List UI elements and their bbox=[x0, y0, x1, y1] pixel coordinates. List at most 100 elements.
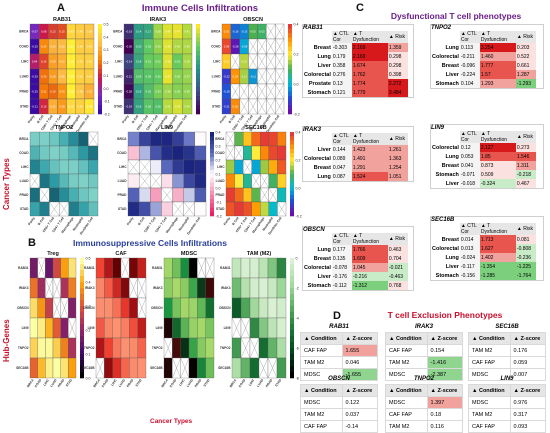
heatmap-cell bbox=[112, 337, 122, 359]
row-label: RAB31 bbox=[84, 266, 95, 270]
table-row: Stomach 0.121 1.779 3.484 bbox=[303, 88, 408, 97]
heatmap-cell bbox=[60, 317, 69, 339]
value-cell: 1.045 bbox=[351, 263, 388, 272]
column-header[interactable]: ▲ Z-score bbox=[509, 384, 547, 397]
cell-value: 0.41 bbox=[165, 105, 171, 109]
colorbar-segment bbox=[196, 64, 200, 70]
heatmap-cell bbox=[268, 131, 278, 147]
value-cell: 1.762 bbox=[351, 70, 388, 79]
column-header[interactable]: ▲ Z-score bbox=[509, 332, 547, 345]
heatmap-cell bbox=[163, 277, 173, 299]
column-header[interactable]: ▲ CTL Cor bbox=[331, 31, 352, 43]
column-header[interactable]: ▲ Risk bbox=[387, 31, 408, 43]
heatmap-cell bbox=[129, 357, 138, 379]
heatmap-cell bbox=[183, 159, 196, 175]
value-cell: -0.156 bbox=[459, 271, 480, 280]
colorbar-segment bbox=[290, 140, 294, 145]
column-header[interactable]: ▲ Risk bbox=[515, 223, 536, 235]
column-header[interactable] bbox=[303, 31, 332, 43]
heatmap-cell bbox=[95, 337, 105, 359]
cell-value: 0.38 bbox=[165, 90, 171, 94]
cell-value: 0.15 bbox=[136, 90, 142, 94]
cell-value: -0.25 bbox=[31, 90, 38, 94]
table-row: Stomach 0.104 1.293 -1.293 bbox=[431, 79, 536, 88]
colorbar-segment bbox=[288, 105, 292, 110]
heatmap-title: Treg bbox=[47, 251, 59, 257]
heatmap-cell bbox=[29, 337, 38, 359]
empty-cell-cross bbox=[257, 38, 267, 55]
heatmap-treg: Treg RAB31 IRAK3 OBSCN LIN9 TNPO2 SEC16B BRCA CO… bbox=[16, 251, 90, 388]
value-cell: 0.768 bbox=[387, 281, 408, 290]
table-row: Breast 0.041 0.873 1.311 bbox=[431, 161, 536, 170]
row-label: PRAD bbox=[19, 193, 29, 197]
column-header[interactable] bbox=[431, 31, 460, 43]
cancer-type-label: Lung bbox=[317, 173, 331, 180]
cell-value: -0.11 bbox=[250, 75, 257, 79]
cancer-type-label: Liver bbox=[445, 263, 459, 270]
colorbar-segment bbox=[210, 148, 214, 154]
cell-value: 0.51 bbox=[68, 45, 74, 49]
column-header[interactable]: ▲ Z-score bbox=[341, 332, 379, 345]
column-header[interactable]: ▲ Condition bbox=[385, 384, 428, 397]
column-header[interactable]: ▲ Risk bbox=[387, 233, 408, 245]
heatmap-cell bbox=[78, 145, 89, 161]
heatmap-cell bbox=[276, 257, 287, 279]
empty-cell-cross bbox=[49, 201, 60, 217]
heatmap-cell bbox=[58, 173, 70, 189]
colorbar-segment bbox=[196, 105, 200, 110]
dysfunction-card-rab31: RAB31 ▲ CTL Cor ▲ T Dysfunction ▲ Risk Breas… bbox=[302, 24, 414, 98]
colorbar-segment bbox=[98, 96, 102, 101]
colorbar-tick: 0.2 bbox=[104, 61, 109, 65]
value-cell: 0.704 bbox=[387, 254, 408, 263]
column-header[interactable]: ▲ CTL Cor bbox=[459, 223, 480, 235]
column-header[interactable] bbox=[303, 233, 332, 245]
colorbar-segment bbox=[290, 270, 294, 277]
column-header[interactable]: ▲ T Dysfunction bbox=[479, 31, 516, 43]
column-header[interactable]: ▲ Condition bbox=[300, 384, 343, 397]
heatmap-cell bbox=[194, 145, 207, 161]
colorbar-tick: -0.2 bbox=[216, 215, 222, 219]
heatmap-cell bbox=[197, 337, 206, 359]
value-cell: 0.298 bbox=[387, 61, 408, 70]
row-label: COAD bbox=[19, 45, 29, 49]
colorbar-tick: -6 bbox=[296, 347, 299, 351]
column-header[interactable]: ▲ CTL Cor bbox=[331, 233, 352, 245]
cell-value: -0.21 bbox=[126, 75, 133, 79]
value-cell: 0.522 bbox=[515, 52, 536, 61]
column-header[interactable]: ▲ Z-score bbox=[341, 384, 379, 397]
column-header[interactable]: ▲ T Dysfunction bbox=[351, 233, 388, 245]
column-header[interactable]: ▲ CTL Cor bbox=[331, 133, 352, 145]
panel-letter-c: C bbox=[356, 2, 364, 14]
column-header[interactable]: ▲ Condition bbox=[300, 332, 343, 345]
colorbar-segment bbox=[210, 211, 214, 217]
column-header[interactable]: ▲ Risk bbox=[515, 131, 536, 143]
condition-cell: TAM M2 bbox=[468, 344, 511, 357]
column-header[interactable]: ▲ T Dysfunction bbox=[479, 131, 516, 143]
column-header[interactable]: ▲ Risk bbox=[387, 133, 408, 145]
column-header[interactable]: ▲ T Dysfunction bbox=[351, 31, 388, 43]
heatmap-cell bbox=[37, 317, 46, 339]
column-header[interactable]: ▲ Condition bbox=[468, 384, 511, 397]
column-header[interactable] bbox=[303, 133, 332, 145]
heatmap-cell bbox=[68, 297, 77, 319]
column-header[interactable]: ▲ Risk bbox=[515, 31, 536, 43]
row-label: LIN9 bbox=[88, 326, 95, 330]
column-header[interactable]: ▲ CTL Cor bbox=[459, 131, 480, 143]
table-row: Colorectal 0.089 1.491 1.363 bbox=[303, 154, 408, 163]
cell-value: 0.15 bbox=[59, 30, 65, 34]
column-header[interactable]: ▲ Z-score bbox=[426, 332, 464, 345]
column-header[interactable]: ▲ Z-score bbox=[426, 384, 464, 397]
heatmap-cell bbox=[60, 257, 69, 279]
column-header[interactable]: ▲ Condition bbox=[385, 332, 428, 345]
heatmap-cell bbox=[251, 187, 261, 203]
colorbar-segment bbox=[288, 109, 292, 115]
column-header[interactable]: ▲ T Dysfunction bbox=[479, 223, 516, 235]
colorbar-segment bbox=[290, 348, 294, 355]
row-label: COAD bbox=[215, 151, 225, 155]
column-header[interactable] bbox=[431, 223, 460, 235]
column-header[interactable]: ▲ CTL Cor bbox=[459, 31, 480, 43]
cell-value: -0.18 bbox=[223, 90, 230, 94]
column-header[interactable]: ▲ T Dysfunction bbox=[351, 133, 388, 145]
column-header[interactable] bbox=[431, 131, 460, 143]
column-header[interactable]: ▲ Condition bbox=[468, 332, 511, 345]
